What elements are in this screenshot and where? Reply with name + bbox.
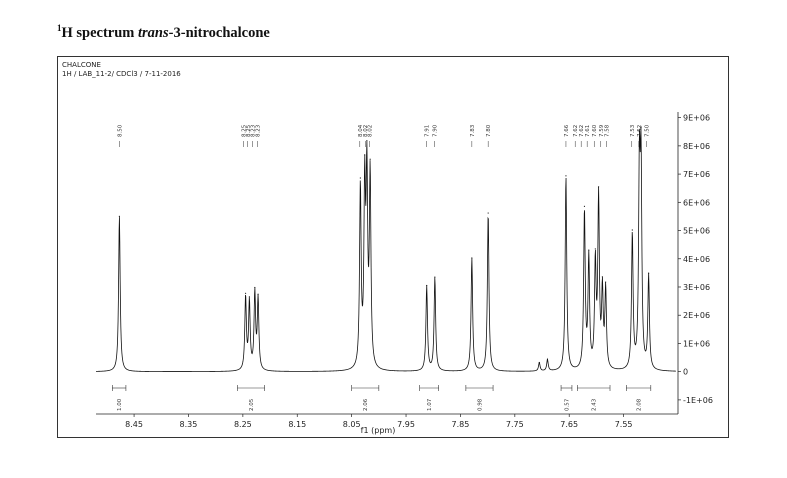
spectrum-peak (594, 248, 596, 250)
peak-label: 7.66 (564, 124, 570, 137)
y-tick-label: 1E+06 (683, 339, 710, 348)
caption-italic: trans (138, 24, 169, 41)
caption-text: H spectrum (61, 24, 139, 41)
y-tick-label: 4E+06 (683, 255, 710, 264)
peak-label: 8.25 (246, 124, 252, 137)
x-tick-label: 7.65 (560, 420, 578, 429)
integral-value: 2.05 (249, 398, 255, 411)
spectrum-peak (471, 257, 473, 259)
caption-rest: -3-nitrochalcone (168, 24, 270, 41)
y-tick-label: 2E+06 (683, 311, 710, 320)
spectrum-peak (254, 286, 256, 289)
integral-value: 2.08 (637, 398, 643, 411)
y-tick-label: -1E+06 (683, 396, 713, 405)
peak-label: 7.80 (486, 124, 492, 137)
nmr-spectrum-chart: CHALCONE 1H / LAB_11-2/ CDCl3 / 7-11-201… (62, 61, 713, 435)
peak-label: 8.23 (251, 124, 257, 137)
caption-superscript: 1 (57, 23, 62, 33)
integral-value: 0.57 (564, 398, 570, 411)
spectrum-peak (565, 175, 567, 177)
y-tick-label: 8E+06 (683, 142, 710, 151)
peak-label: 7.53 (630, 124, 636, 137)
spectrum-peak (434, 276, 436, 278)
peak-label: 8.02 (363, 125, 369, 137)
peak-label: 7.58 (605, 124, 611, 137)
peak-label: 7.83 (470, 124, 476, 137)
spectrum-peak (366, 140, 368, 142)
spectrum-peak (487, 212, 489, 214)
peak-label: 7.90 (432, 124, 438, 137)
x-tick-label: 8.05 (343, 420, 361, 429)
integral-value: 1.07 (427, 398, 433, 411)
y-tick-label: 0 (683, 368, 688, 377)
spectrum-peak (359, 177, 361, 179)
spectrum-peak (248, 296, 250, 298)
spectrum-peak (640, 127, 642, 129)
spectrum-trace (96, 125, 676, 372)
spectrum-peak (118, 215, 120, 217)
spectrum-peak (364, 154, 366, 156)
spectrum-peak (605, 281, 607, 283)
peak-label: 7.61 (585, 125, 591, 137)
figure-caption: 1H spectrum trans-3-nitrochalcone (57, 23, 270, 42)
y-tick-label: 3E+06 (683, 283, 710, 292)
integral-value: 2.06 (363, 398, 369, 411)
y-tick-label: 6E+06 (683, 198, 710, 207)
x-axis-label: f1 (ppm) (361, 426, 396, 435)
x-tick-label: 8.15 (288, 420, 306, 429)
integral-value: 1.00 (117, 398, 123, 411)
peak-label: 8.04 (358, 124, 364, 137)
spectrum-peak (244, 292, 247, 294)
peak-label: 7.50 (644, 124, 650, 137)
peak-label: 7.62 (579, 125, 585, 137)
spectrum-peak (648, 272, 650, 274)
spectrum-peak (369, 158, 371, 160)
spectrum-peak (597, 186, 600, 188)
x-tick-label: 8.45 (125, 420, 143, 429)
x-tick-label: 7.75 (506, 420, 524, 429)
y-tick-label: 9E+06 (683, 114, 710, 123)
spectrum-subtitle: 1H / LAB_11-2/ CDCl3 / 7-11-2016 (62, 70, 181, 78)
spectrum-peak (257, 293, 259, 295)
x-tick-label: 8.25 (234, 420, 252, 429)
spectrum-peak (638, 131, 640, 133)
y-tick-label: 5E+06 (683, 227, 710, 236)
x-tick-label: 7.95 (397, 420, 415, 429)
peak-label: 8.50 (117, 124, 123, 137)
spectrum-peak (601, 276, 603, 278)
spectrum-peak (631, 229, 633, 231)
peak-label: 8.02 (368, 125, 374, 137)
peak-label: 7.91 (425, 125, 431, 137)
peak-label: 8.25 (241, 124, 247, 137)
peak-label: 7.59 (599, 124, 605, 137)
peak-label: 8.23 (256, 124, 262, 137)
peak-label: 7.60 (592, 124, 598, 137)
integral-value: 0.98 (477, 398, 483, 411)
x-tick-label: 7.85 (452, 420, 470, 429)
spectrum-peak (538, 361, 540, 364)
y-tick-label: 7E+06 (683, 170, 710, 179)
spectrum-frame: CHALCONE 1H / LAB_11-2/ CDCl3 / 7-11-201… (57, 56, 729, 438)
peak-label: 7.52 (637, 125, 643, 137)
x-tick-label: 7.55 (615, 420, 633, 429)
spectrum-peak (426, 284, 428, 287)
spectrum-title: CHALCONE (62, 61, 101, 69)
peak-label: 7.62 (573, 125, 579, 137)
x-tick-label: 8.35 (180, 420, 198, 429)
spectrum-peak (546, 358, 549, 360)
plot-area: 8.45 8.35 8.25 8.15 8.05 7.95 7.85 7.75 7.65 7.55… (96, 112, 713, 429)
integral-value: 2.43 (592, 398, 598, 411)
spectrum-peak (583, 205, 586, 207)
spectrum-peak (588, 249, 590, 251)
